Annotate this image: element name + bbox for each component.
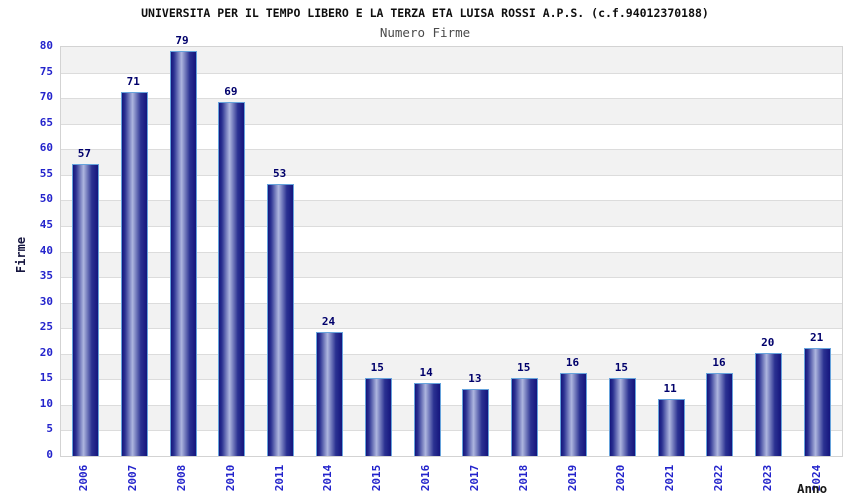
plot-area xyxy=(60,46,843,457)
gridline xyxy=(61,123,842,125)
gridline xyxy=(61,404,842,406)
gridline xyxy=(61,149,842,151)
x-tick-label: 2014 xyxy=(321,464,335,492)
x-axis-label: Anno xyxy=(797,481,828,496)
y-tick-label: 45 xyxy=(39,217,53,231)
y-tick-label: 35 xyxy=(39,269,53,283)
gridline xyxy=(61,200,842,202)
bar-value-label: 11 xyxy=(663,381,677,395)
gridline xyxy=(61,379,842,381)
bar-value-label: 16 xyxy=(712,356,726,370)
bar-2007 xyxy=(120,92,148,456)
x-tick-label: 2011 xyxy=(272,464,286,492)
x-tick-label: 2021 xyxy=(663,464,677,492)
bar-value-label: 21 xyxy=(809,330,824,344)
y-tick-label: 75 xyxy=(39,64,53,78)
x-tick-label: 2018 xyxy=(516,464,530,492)
x-tick-label: 2008 xyxy=(175,464,189,492)
y-tick-label: 5 xyxy=(46,422,53,436)
y-tick-label: 10 xyxy=(39,396,53,410)
y-tick-label: 65 xyxy=(39,115,53,129)
y-tick-label: 0 xyxy=(46,448,53,461)
x-tick-label: 2020 xyxy=(614,464,628,492)
gridline xyxy=(61,277,842,279)
gridline xyxy=(61,302,842,304)
bar-2016 xyxy=(413,383,441,456)
bar-value-label: 69 xyxy=(224,85,238,99)
y-tick-label: 55 xyxy=(39,166,53,180)
y-tick-label: 30 xyxy=(39,294,53,308)
x-tick-label: 2023 xyxy=(760,464,774,492)
bar-2017 xyxy=(462,388,490,456)
bar-value-label: 53 xyxy=(273,167,287,181)
bar-value-label: 79 xyxy=(175,34,189,48)
x-tick-label: 2022 xyxy=(711,464,725,492)
x-tick-label: 2006 xyxy=(77,464,91,492)
bar-2011 xyxy=(267,184,295,456)
y-tick-label: 60 xyxy=(39,141,53,155)
bar-value-label: 15 xyxy=(614,361,628,375)
x-tick-label: 2010 xyxy=(223,464,237,492)
x-tick-label: 2019 xyxy=(565,464,579,492)
y-axis-label: Firme xyxy=(14,236,28,274)
chart-title: UNIVERSITA PER IL TEMPO LIBERO E LA TERZ… xyxy=(141,6,709,20)
gridline xyxy=(61,174,842,176)
y-tick-label: 15 xyxy=(39,371,53,385)
y-tick-label: 50 xyxy=(39,192,53,206)
x-tick-label: 2017 xyxy=(467,464,481,492)
bar-2021 xyxy=(657,398,685,456)
bar-value-label: 71 xyxy=(126,75,140,88)
bar-value-label: 15 xyxy=(370,361,384,375)
bar-2020 xyxy=(608,378,636,456)
y-tick-label: 20 xyxy=(39,345,53,359)
bar-2023 xyxy=(755,352,783,456)
x-tick-label: 2007 xyxy=(126,464,140,492)
bar-2022 xyxy=(706,373,734,456)
bar-value-label: 24 xyxy=(321,315,336,329)
bar-2019 xyxy=(560,373,588,456)
gridline xyxy=(61,328,842,330)
bar-value-label: 13 xyxy=(468,371,482,385)
gridline xyxy=(61,251,842,253)
bar-value-label: 15 xyxy=(517,361,531,375)
x-tick-label: 2016 xyxy=(419,464,433,492)
bar-2014 xyxy=(315,332,343,456)
gridline xyxy=(61,430,842,432)
bar-2010 xyxy=(218,102,246,456)
bar-value-label: 57 xyxy=(77,146,92,160)
bar-value-label: 14 xyxy=(419,366,433,380)
x-tick-label: 2015 xyxy=(370,464,384,492)
y-tick-label: 25 xyxy=(39,320,53,334)
gridline xyxy=(61,225,842,227)
y-tick-label: 80 xyxy=(39,39,53,52)
bar-2008 xyxy=(169,51,197,456)
gridline xyxy=(61,353,842,355)
bar-2018 xyxy=(511,378,539,456)
y-tick-label: 70 xyxy=(39,90,53,104)
bar-value-label: 16 xyxy=(565,356,580,370)
bar-value-label: 20 xyxy=(761,335,775,349)
bar-2024 xyxy=(804,347,832,456)
gridline xyxy=(61,72,842,74)
gridline xyxy=(61,98,842,100)
y-tick-label: 40 xyxy=(39,243,53,257)
bar-2006 xyxy=(71,163,99,456)
chart-subtitle: Numero Firme xyxy=(379,25,471,40)
bar-2015 xyxy=(364,378,392,456)
